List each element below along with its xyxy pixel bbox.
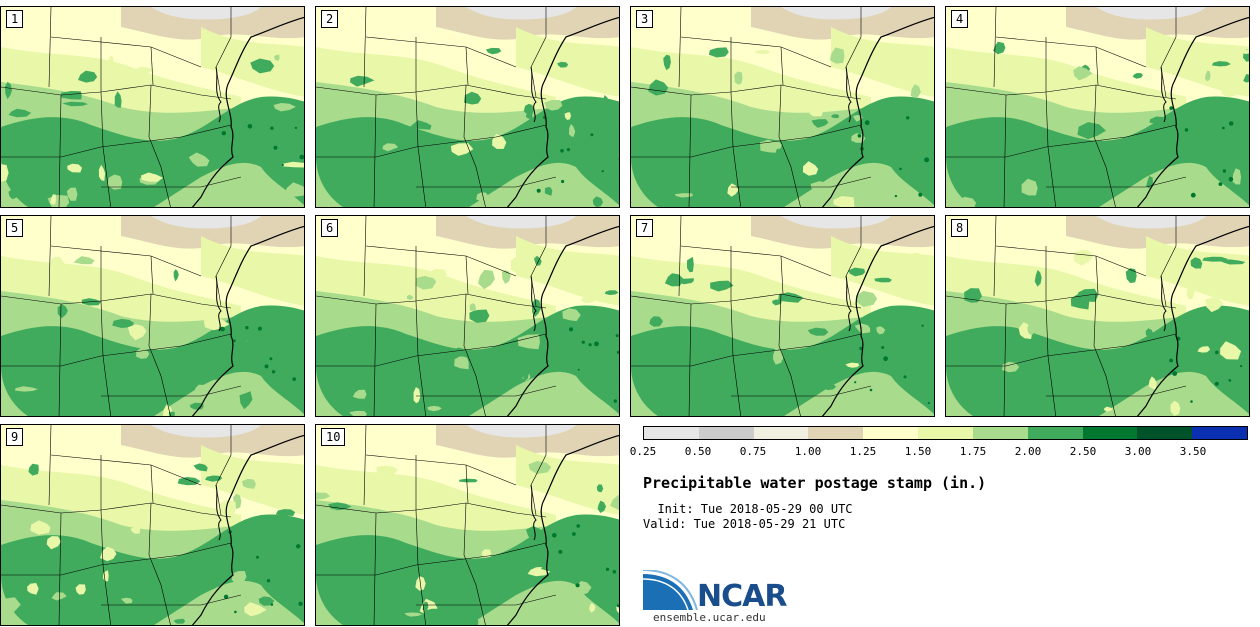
colorbar-swatch [698,427,754,439]
colorbar-swatch [972,427,1028,439]
colorbar-tick-label: 1.00 [794,445,822,458]
member-panel-7: 7 [630,215,935,417]
ncar-logo-icon [643,570,698,611]
colorbar-swatch [644,427,699,439]
colorbar-tick-label: 1.50 [904,445,932,458]
member-panel-5: 5 [0,215,305,417]
colorbar-swatch [1027,427,1083,439]
colorbar-tick-label: 0.75 [739,445,767,458]
member-panel-6: 6 [315,215,620,417]
member-number-label: 9 [6,428,24,446]
colorbar-swatch [1082,427,1138,439]
colorbar-tick-label: 2.50 [1069,445,1097,458]
member-panel-8: 8 [945,215,1250,417]
colorbar-tick-label: 3.50 [1179,445,1207,458]
colorbar-tick-label: 1.25 [849,445,877,458]
init-time: Init: Tue 2018-05-29 00 UTC [643,502,853,516]
colorbar-swatch [863,427,919,439]
member-number-label: 8 [951,219,969,237]
member-number-label: 4 [951,10,969,28]
member-panel-10: 10 [315,424,620,626]
member-number-label: 5 [6,219,24,237]
colorbar-swatch [1137,427,1193,439]
site-url: ensemble.ucar.edu [653,611,766,624]
colorbar-swatch [808,427,864,439]
colorbar-swatch [1192,427,1247,439]
member-panel-4: 4 [945,6,1250,208]
colorbar-tick-label: 1.75 [959,445,987,458]
member-number-label: 2 [321,10,339,28]
member-panel-1: 1 [0,6,305,208]
colorbar-tick-label: 2.00 [1014,445,1042,458]
member-number-label: 1 [6,10,24,28]
member-number-label: 3 [636,10,654,28]
valid-time: Valid: Tue 2018-05-29 21 UTC [643,517,846,531]
colorbar-tick-label: 0.50 [684,445,712,458]
ncar-logo-text: NCAR [697,579,787,614]
colorbar-swatch [753,427,809,439]
chart-title: Precipitable water postage stamp (in.) [643,474,987,492]
colorbar-tick-label: 3.00 [1124,445,1152,458]
member-number-label: 7 [636,219,654,237]
member-number-label: 10 [321,428,346,446]
member-number-label: 6 [321,219,339,237]
member-panel-3: 3 [630,6,935,208]
colorbar-tick-label: 0.25 [629,445,657,458]
member-panel-9: 9 [0,424,305,626]
colorbar [643,426,1248,440]
colorbar-tick-labels: 0.25 0.50 0.75 1.00 1.25 1.50 1.75 2.00 2.50 3.00… [630,445,1248,459]
colorbar-swatch [918,427,973,439]
member-panel-2: 2 [315,6,620,208]
